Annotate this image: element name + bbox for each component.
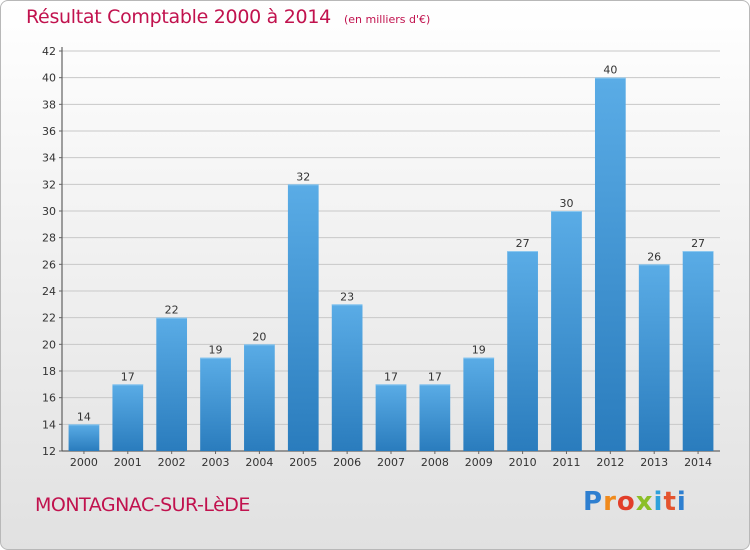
bar	[419, 384, 451, 451]
y-tick-label: 34	[42, 152, 56, 165]
logo-letter: i	[653, 487, 664, 517]
commune-name: MONTAGNAC-SUR-LèDE	[35, 494, 250, 516]
bar	[156, 317, 188, 451]
data-labels: 14 17 22 19 20 32 23 17 17 19 27 30 40 26 27	[77, 64, 705, 424]
logo-letter: P	[583, 487, 604, 517]
x-tick-label: 2002	[158, 456, 186, 469]
bar	[68, 424, 100, 451]
bar	[594, 77, 626, 452]
bar	[463, 357, 495, 451]
x-tick-label: 2012	[596, 456, 624, 469]
x-tick-label: 2010	[509, 456, 537, 469]
data-label: 27	[691, 237, 705, 250]
logo-letter: o	[616, 487, 636, 517]
bar	[244, 344, 275, 451]
bar	[112, 384, 144, 451]
y-tick-label: 20	[42, 338, 56, 351]
data-label: 26	[647, 250, 661, 263]
x-tick-label: 2005	[289, 456, 317, 469]
title-row: Résultat Comptable 2000 à 2014 (en milli…	[26, 6, 430, 28]
x-tick-label: 2003	[202, 456, 230, 469]
data-label: 17	[428, 370, 442, 383]
y-tick-label: 30	[42, 205, 56, 218]
y-tick-label: 32	[42, 178, 56, 191]
bar	[375, 384, 407, 451]
data-label: 27	[516, 237, 530, 250]
chart-title: Résultat Comptable 2000 à 2014	[26, 6, 331, 28]
y-tick-label: 16	[42, 392, 56, 405]
data-label: 14	[77, 410, 91, 423]
proxiti-logo: Proxiti	[583, 487, 687, 517]
bar	[200, 357, 231, 451]
bar	[507, 251, 538, 451]
y-tick-label: 40	[42, 72, 56, 85]
x-tick-label: 2000	[70, 456, 98, 469]
logo-letter: x	[635, 487, 654, 517]
data-label: 32	[296, 170, 310, 183]
y-tick-label: 38	[42, 98, 56, 111]
data-label: 23	[340, 290, 354, 303]
bar	[331, 304, 363, 451]
data-label: 20	[252, 330, 266, 343]
bar	[287, 184, 319, 452]
x-tick-label: 2011	[552, 456, 580, 469]
x-tick-label: 2014	[684, 456, 712, 469]
logo-letter: r	[603, 487, 617, 517]
data-label: 19	[209, 344, 223, 357]
y-tick-label: 22	[42, 312, 56, 325]
y-tick-label: 14	[42, 418, 56, 431]
bar	[551, 211, 582, 451]
data-label: 40	[603, 64, 617, 77]
bar	[638, 264, 670, 451]
y-tick-label: 36	[42, 125, 56, 138]
x-tick-label: 2001	[114, 456, 142, 469]
x-tick-label: 2007	[377, 456, 405, 469]
x-tick-label: 2008	[421, 456, 449, 469]
y-tick-label: 24	[42, 285, 56, 298]
bar	[682, 251, 714, 451]
chart-unit: (en milliers d'€)	[343, 13, 431, 26]
y-tick-label: 42	[42, 45, 56, 58]
y-tick-label: 28	[42, 232, 56, 245]
data-label: 22	[165, 304, 179, 317]
logo-letter: i	[676, 487, 687, 517]
y-tick-label: 26	[42, 258, 56, 271]
logo-letter: t	[663, 487, 677, 517]
data-label: 19	[472, 344, 486, 357]
y-tick-label: 18	[42, 365, 56, 378]
y-tick-label: 12	[42, 445, 56, 458]
data-label: 30	[559, 197, 573, 210]
x-tick-label: 2009	[465, 456, 493, 469]
data-label: 17	[121, 370, 135, 383]
bars	[68, 77, 714, 452]
x-tick-label: 2006	[333, 456, 361, 469]
data-label: 17	[384, 370, 398, 383]
x-tick-label: 2013	[640, 456, 668, 469]
tick-labels: 12 14 16 18 20 22 24 26 28 30 32 34 36 38 40 42 2000 2001…	[42, 45, 712, 469]
x-tick-label: 2004	[245, 456, 273, 469]
